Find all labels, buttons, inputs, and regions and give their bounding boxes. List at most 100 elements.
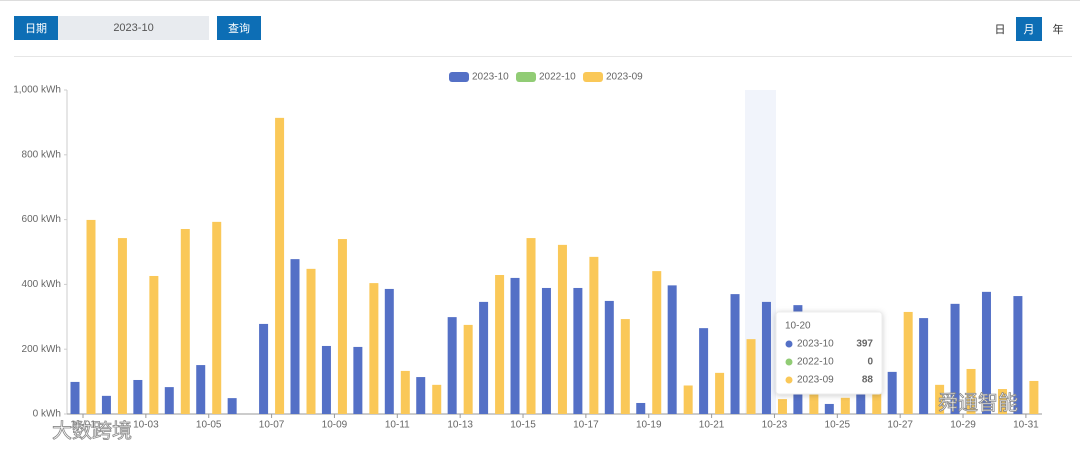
bar	[227, 398, 237, 414]
bar	[746, 339, 756, 414]
y-tick-label: 1,000 kWh	[13, 85, 61, 96]
bar	[856, 375, 866, 414]
bar	[573, 287, 583, 414]
legend-label: 2023-09	[606, 72, 643, 83]
bar	[337, 239, 347, 414]
bar	[667, 285, 677, 414]
x-tick-label: 10-27	[887, 420, 913, 431]
bar	[180, 228, 190, 414]
bar	[133, 379, 143, 414]
divider	[14, 56, 1072, 57]
tooltip-series: 2023-09	[797, 375, 834, 386]
bar	[86, 219, 96, 414]
bar	[966, 368, 976, 414]
x-tick-label: 10-15	[510, 420, 536, 431]
bar	[541, 287, 551, 414]
x-tick-label: 10-03	[133, 420, 159, 431]
bar	[620, 319, 630, 414]
tooltip-series: 2022-10	[797, 357, 834, 368]
bar	[101, 395, 111, 414]
bar	[495, 275, 505, 414]
bar	[416, 377, 426, 414]
bar	[447, 317, 457, 414]
x-tick-label: 10-29	[950, 420, 976, 431]
y-tick-label: 400 kWh	[22, 279, 61, 290]
x-tick-label: 10-07	[259, 420, 285, 431]
x-tick-label: 10-13	[447, 420, 473, 431]
tooltip-title: 10-20	[785, 321, 811, 332]
bar	[149, 275, 159, 414]
tooltip-box	[775, 311, 883, 395]
bar	[887, 371, 897, 414]
bar	[824, 403, 834, 414]
date-label: 日期	[14, 16, 58, 40]
bar	[840, 397, 850, 414]
period-option[interactable]: 月	[1016, 17, 1042, 41]
bar	[652, 271, 662, 414]
period-option[interactable]: 年	[1052, 24, 1064, 36]
bar	[557, 244, 567, 414]
bar	[935, 384, 945, 414]
tooltip-dot	[785, 358, 793, 366]
bar	[117, 238, 127, 414]
tooltip-series: 2023-10	[797, 339, 834, 350]
bar	[872, 391, 882, 414]
bar	[275, 117, 285, 414]
y-tick-label: 200 kWh	[22, 344, 61, 355]
bar	[400, 370, 410, 414]
bar	[164, 387, 174, 414]
date-input[interactable]: 2023-10	[58, 16, 209, 40]
bar	[526, 238, 536, 414]
top-border	[0, 0, 1080, 1]
bar	[384, 288, 394, 414]
legend-label: 2023-10	[472, 72, 509, 83]
legend-swatch	[449, 72, 469, 82]
bar	[212, 221, 222, 414]
bar	[353, 346, 363, 414]
x-tick-label: 10-31	[1013, 420, 1039, 431]
x-tick-label: 10-23	[762, 420, 788, 431]
bar	[699, 328, 709, 414]
bar	[981, 291, 991, 414]
x-tick-label: 10-05	[196, 420, 222, 431]
bar	[683, 385, 693, 414]
bar	[479, 301, 489, 414]
bar	[997, 389, 1007, 414]
x-tick-label: 10-21	[699, 420, 725, 431]
bar	[321, 345, 331, 414]
tooltip-value: 88	[862, 375, 874, 386]
tooltip-dot	[785, 376, 793, 384]
y-tick-label: 0 kWh	[33, 409, 61, 420]
tooltip-value: 0	[867, 357, 873, 368]
watermark: 大数跨境	[52, 419, 132, 442]
bar	[604, 300, 614, 414]
watermark: 舜通智能	[938, 391, 1018, 414]
x-tick-label: 10-19	[636, 420, 662, 431]
bar	[1013, 296, 1023, 414]
bar	[715, 372, 725, 414]
legend-label: 2022-10	[539, 72, 576, 83]
bar	[761, 301, 771, 414]
legend-swatch	[516, 72, 536, 82]
bar	[196, 365, 206, 414]
x-tick-label: 10-25	[825, 420, 851, 431]
bar	[1029, 380, 1039, 414]
bar	[432, 384, 442, 414]
bar	[919, 318, 929, 414]
period-option[interactable]: 日	[994, 24, 1006, 36]
query-button[interactable]: 查询	[217, 16, 261, 40]
bar	[950, 303, 960, 414]
x-tick-label: 10-17	[573, 420, 599, 431]
bar	[463, 324, 473, 414]
bar	[636, 402, 646, 414]
bar	[70, 381, 80, 414]
x-tick-label: 10-09	[322, 420, 348, 431]
bar	[369, 283, 379, 414]
bar	[730, 294, 740, 414]
bar	[290, 259, 300, 414]
bar	[777, 399, 787, 414]
bar	[259, 323, 269, 414]
y-tick-label: 600 kWh	[22, 214, 61, 225]
y-tick-label: 800 kWh	[22, 149, 61, 160]
